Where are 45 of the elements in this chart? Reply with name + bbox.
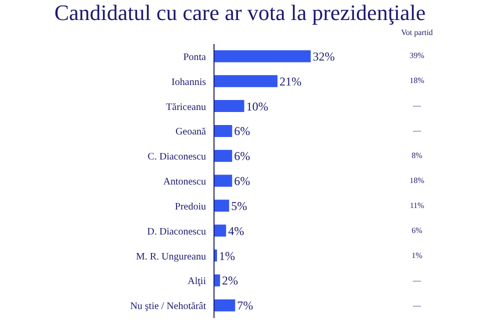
bar: [214, 75, 278, 88]
text: 1%: [410, 250, 424, 262]
text: 11%: [408, 200, 426, 212]
bar: [214, 150, 232, 162]
y-tick-label: Iohannis: [172, 76, 206, 88]
text: —: [412, 300, 422, 312]
text: 6%: [410, 224, 424, 237]
bar: [214, 200, 230, 212]
bar: [214, 100, 244, 112]
text: —: [412, 125, 422, 138]
text: 8%: [410, 150, 424, 162]
text: Vot partid: [400, 28, 434, 37]
y-tick-label: Geoană: [175, 126, 207, 138]
y-tick-label: Ponta: [183, 52, 207, 64]
text: —: [412, 100, 422, 112]
data-label: 7%: [237, 298, 254, 313]
text: —: [412, 274, 422, 287]
y-tick-label: Predoiu: [174, 201, 206, 212]
bar: [214, 174, 232, 187]
data-label: 21%: [279, 74, 302, 88]
text: 18%: [408, 75, 426, 88]
y-tick-label: C. Diaconescu: [148, 152, 206, 163]
data-label: 4%: [228, 224, 244, 238]
bar: [214, 124, 232, 137]
y-tick-label: M. R. Ungureanu: [136, 251, 206, 262]
data-label: 5%: [231, 198, 248, 213]
data-label: 6%: [234, 174, 250, 188]
data-label: 2%: [222, 274, 238, 288]
y-tick-label: Tăriceanu: [166, 102, 206, 113]
text: 18%: [408, 175, 426, 187]
data-label: 6%: [234, 149, 250, 164]
y-tick-label: D. Diaconescu: [147, 226, 206, 238]
y-tick-label: Antonescu: [163, 176, 206, 188]
y-tick-label: Alţii: [188, 276, 206, 288]
bar: [214, 299, 236, 312]
bar: [214, 274, 220, 286]
data-label: 6%: [234, 124, 250, 138]
chart-title: Candidatul cu care ar vota la prezidenţiale: [53, 0, 427, 26]
bar: [214, 224, 226, 237]
data-label: 1%: [219, 248, 236, 263]
y-tick-label: Nu ştie / Nehotărât: [130, 301, 206, 312]
data-label: 10%: [246, 99, 268, 114]
data-label: 32%: [312, 49, 335, 64]
bar: [214, 50, 311, 62]
text: 39%: [408, 50, 426, 62]
